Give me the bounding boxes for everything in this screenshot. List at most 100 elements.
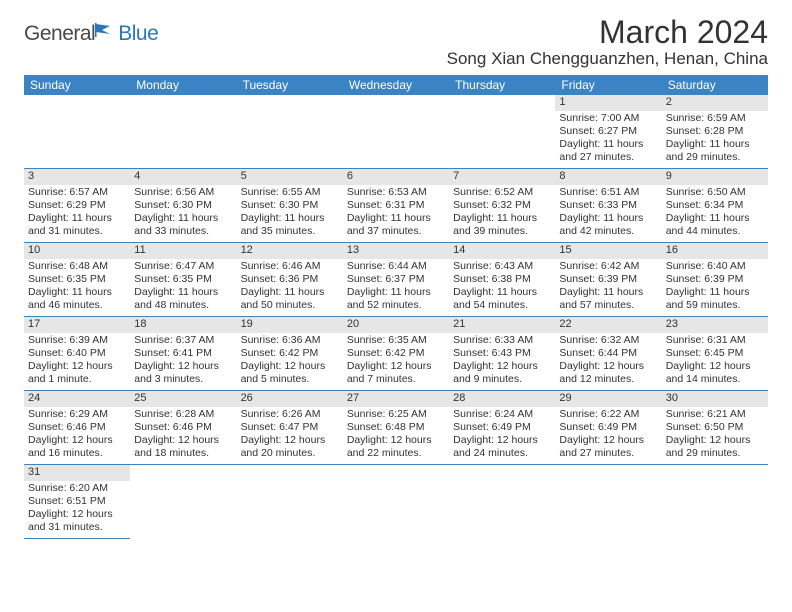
daylight-line: Daylight: 12 hours and 18 minutes.: [134, 434, 232, 460]
daylight-line: Daylight: 11 hours and 29 minutes.: [666, 138, 764, 164]
calendar-body: 1Sunrise: 7:00 AMSunset: 6:27 PMDaylight…: [24, 95, 768, 539]
calendar-cell: 25Sunrise: 6:28 AMSunset: 6:46 PMDayligh…: [130, 391, 236, 465]
sunrise-line: Sunrise: 6:48 AM: [28, 260, 126, 273]
sunset-line: Sunset: 6:29 PM: [28, 199, 126, 212]
day-number: 25: [130, 391, 236, 407]
calendar-cell: 29Sunrise: 6:22 AMSunset: 6:49 PMDayligh…: [555, 391, 661, 465]
logo-text-general: General: [24, 22, 95, 46]
day-number: 22: [555, 317, 661, 333]
sunset-line: Sunset: 6:31 PM: [347, 199, 445, 212]
title-block: March 2024 Song Xian Chengguanzhen, Hena…: [447, 14, 768, 69]
calendar: SundayMondayTuesdayWednesdayThursdayFrid…: [24, 75, 768, 539]
sunrise-line: Sunrise: 6:50 AM: [666, 186, 764, 199]
daylight-line: Daylight: 12 hours and 27 minutes.: [559, 434, 657, 460]
day-number: 6: [343, 169, 449, 185]
logo: General Blue: [24, 14, 158, 47]
day-number: 28: [449, 391, 555, 407]
sunrise-line: Sunrise: 6:59 AM: [666, 112, 764, 125]
sunrise-line: Sunrise: 6:28 AM: [134, 408, 232, 421]
sunrise-line: Sunrise: 6:24 AM: [453, 408, 551, 421]
daylight-line: Daylight: 11 hours and 50 minutes.: [241, 286, 339, 312]
sunset-line: Sunset: 6:37 PM: [347, 273, 445, 286]
day-number: 1: [555, 95, 661, 111]
calendar-cell: 22Sunrise: 6:32 AMSunset: 6:44 PMDayligh…: [555, 317, 661, 391]
day-number: 2: [662, 95, 768, 111]
sunset-line: Sunset: 6:51 PM: [28, 495, 126, 508]
day-number: 23: [662, 317, 768, 333]
sunrise-line: Sunrise: 6:42 AM: [559, 260, 657, 273]
sunrise-line: Sunrise: 6:43 AM: [453, 260, 551, 273]
sunrise-line: Sunrise: 6:40 AM: [666, 260, 764, 273]
calendar-cell: 1Sunrise: 7:00 AMSunset: 6:27 PMDaylight…: [555, 95, 661, 169]
daylight-line: Daylight: 12 hours and 9 minutes.: [453, 360, 551, 386]
day-number: 30: [662, 391, 768, 407]
calendar-cell: 27Sunrise: 6:25 AMSunset: 6:48 PMDayligh…: [343, 391, 449, 465]
sunset-line: Sunset: 6:38 PM: [453, 273, 551, 286]
daylight-line: Daylight: 12 hours and 12 minutes.: [559, 360, 657, 386]
calendar-cell-empty: [449, 95, 555, 169]
sunrise-line: Sunrise: 6:22 AM: [559, 408, 657, 421]
daylight-line: Daylight: 11 hours and 39 minutes.: [453, 212, 551, 238]
sunset-line: Sunset: 6:46 PM: [134, 421, 232, 434]
daylight-line: Daylight: 11 hours and 46 minutes.: [28, 286, 126, 312]
calendar-cell-empty: [130, 95, 236, 169]
day-number: 5: [237, 169, 343, 185]
sunrise-line: Sunrise: 6:25 AM: [347, 408, 445, 421]
day-number: 11: [130, 243, 236, 259]
day-number: 4: [130, 169, 236, 185]
day-number: 3: [24, 169, 130, 185]
calendar-cell: 18Sunrise: 6:37 AMSunset: 6:41 PMDayligh…: [130, 317, 236, 391]
calendar-cell: 2Sunrise: 6:59 AMSunset: 6:28 PMDaylight…: [662, 95, 768, 169]
day-number: 13: [343, 243, 449, 259]
day-number: 31: [24, 465, 130, 481]
daylight-line: Daylight: 11 hours and 37 minutes.: [347, 212, 445, 238]
calendar-cell: 16Sunrise: 6:40 AMSunset: 6:39 PMDayligh…: [662, 243, 768, 317]
daylight-line: Daylight: 11 hours and 33 minutes.: [134, 212, 232, 238]
weekday-header: Wednesday: [343, 75, 449, 95]
calendar-cell: 20Sunrise: 6:35 AMSunset: 6:42 PMDayligh…: [343, 317, 449, 391]
sunrise-line: Sunrise: 6:52 AM: [453, 186, 551, 199]
sunrise-line: Sunrise: 6:26 AM: [241, 408, 339, 421]
sunset-line: Sunset: 6:33 PM: [559, 199, 657, 212]
day-number: 16: [662, 243, 768, 259]
flag-icon: [94, 20, 116, 47]
day-number: 17: [24, 317, 130, 333]
sunset-line: Sunset: 6:41 PM: [134, 347, 232, 360]
calendar-cell: 13Sunrise: 6:44 AMSunset: 6:37 PMDayligh…: [343, 243, 449, 317]
sunrise-line: Sunrise: 6:32 AM: [559, 334, 657, 347]
sunrise-line: Sunrise: 6:21 AM: [666, 408, 764, 421]
daylight-line: Daylight: 12 hours and 22 minutes.: [347, 434, 445, 460]
day-number: 15: [555, 243, 661, 259]
calendar-cell: 19Sunrise: 6:36 AMSunset: 6:42 PMDayligh…: [237, 317, 343, 391]
daylight-line: Daylight: 12 hours and 16 minutes.: [28, 434, 126, 460]
daylight-line: Daylight: 12 hours and 29 minutes.: [666, 434, 764, 460]
weekday-header: Monday: [130, 75, 236, 95]
calendar-cell: 12Sunrise: 6:46 AMSunset: 6:36 PMDayligh…: [237, 243, 343, 317]
day-number: 26: [237, 391, 343, 407]
calendar-cell-empty: [237, 95, 343, 169]
weekday-header: Thursday: [449, 75, 555, 95]
daylight-line: Daylight: 12 hours and 1 minute.: [28, 360, 126, 386]
sunrise-line: Sunrise: 6:57 AM: [28, 186, 126, 199]
day-number: 27: [343, 391, 449, 407]
header: General Blue March 2024 Song Xian Chengg…: [24, 14, 768, 69]
day-number: 18: [130, 317, 236, 333]
daylight-line: Daylight: 12 hours and 7 minutes.: [347, 360, 445, 386]
sunrise-line: Sunrise: 6:20 AM: [28, 482, 126, 495]
day-number: 19: [237, 317, 343, 333]
daylight-line: Daylight: 12 hours and 20 minutes.: [241, 434, 339, 460]
calendar-cell: 7Sunrise: 6:52 AMSunset: 6:32 PMDaylight…: [449, 169, 555, 243]
calendar-cell: 21Sunrise: 6:33 AMSunset: 6:43 PMDayligh…: [449, 317, 555, 391]
day-number: 29: [555, 391, 661, 407]
sunrise-line: Sunrise: 6:36 AM: [241, 334, 339, 347]
daylight-line: Daylight: 12 hours and 31 minutes.: [28, 508, 126, 534]
daylight-line: Daylight: 11 hours and 59 minutes.: [666, 286, 764, 312]
daylight-line: Daylight: 11 hours and 44 minutes.: [666, 212, 764, 238]
daylight-line: Daylight: 11 hours and 35 minutes.: [241, 212, 339, 238]
weekday-header: Friday: [555, 75, 661, 95]
calendar-cell-empty: [24, 95, 130, 169]
weekday-header: Sunday: [24, 75, 130, 95]
sunrise-line: Sunrise: 6:29 AM: [28, 408, 126, 421]
calendar-cell: 28Sunrise: 6:24 AMSunset: 6:49 PMDayligh…: [449, 391, 555, 465]
daylight-line: Daylight: 12 hours and 3 minutes.: [134, 360, 232, 386]
